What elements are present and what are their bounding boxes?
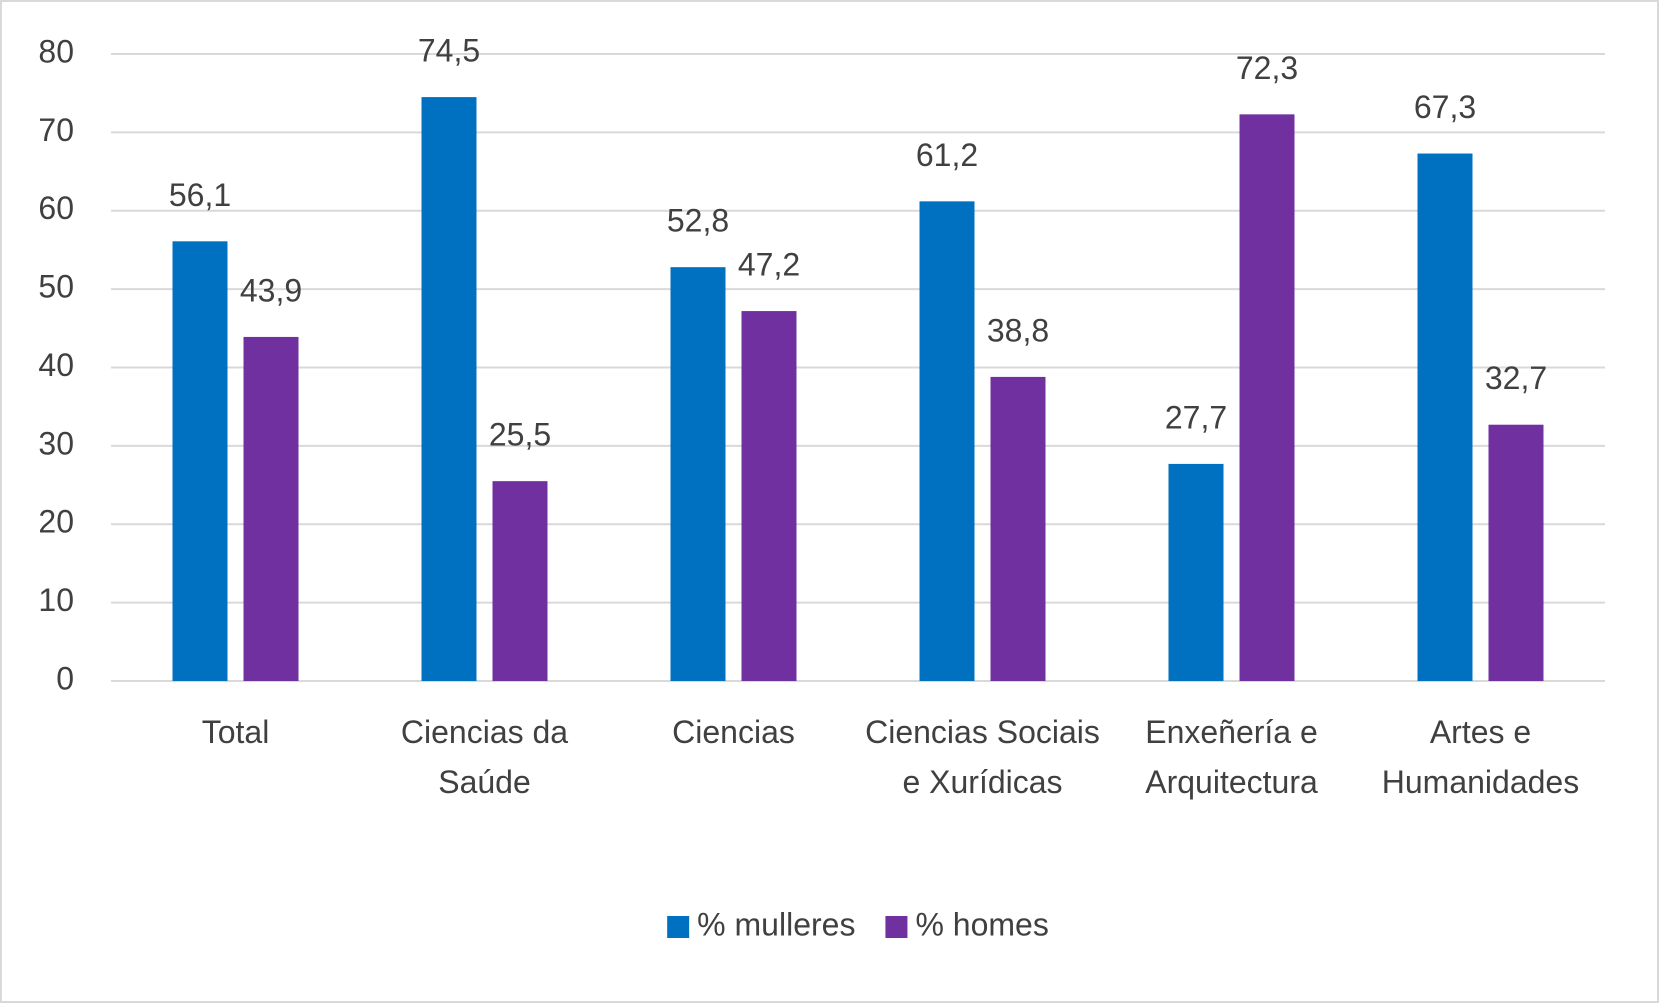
bar [172, 241, 228, 681]
data-label: 43,9 [240, 272, 302, 308]
y-tick-label: 40 [38, 347, 74, 383]
data-label: 74,5 [418, 33, 480, 69]
x-tick-label: Ciencias Sociais e Xurídicas [865, 714, 1100, 800]
data-label: 47,2 [738, 247, 800, 283]
x-tick-label: Artes e Humanidades [1382, 714, 1579, 800]
bar [421, 97, 477, 681]
y-tick-label: 0 [56, 660, 74, 696]
data-label: 56,1 [169, 177, 231, 213]
x-tick-label: Total [202, 714, 270, 750]
bar [1488, 424, 1544, 681]
y-tick-label: 30 [38, 425, 74, 461]
bar [243, 336, 299, 681]
legend-swatch [885, 916, 908, 938]
bar [990, 376, 1046, 681]
bar [741, 311, 797, 681]
legend-swatch [667, 916, 690, 938]
bar [919, 201, 975, 681]
legend-label: % mulleres [697, 906, 855, 942]
data-label: 32,7 [1485, 360, 1547, 396]
data-label: 38,8 [987, 312, 1049, 348]
y-tick-label: 20 [38, 504, 74, 540]
y-tick-label: 10 [38, 582, 74, 618]
data-label: 27,7 [1165, 399, 1227, 435]
data-label: 52,8 [667, 203, 729, 239]
legend-label: % homes [915, 906, 1048, 942]
bar [670, 267, 726, 681]
bar [1168, 463, 1224, 681]
bar [492, 481, 548, 681]
data-label: 72,3 [1236, 50, 1298, 86]
x-tick-label: Ciencias [672, 714, 795, 750]
bar [1417, 153, 1473, 681]
data-label: 25,5 [489, 417, 551, 453]
data-label: 61,2 [916, 137, 978, 173]
y-tick-label: 50 [38, 269, 74, 305]
x-tick-label: Ciencias da Saúde [401, 714, 568, 800]
bar [1239, 114, 1295, 681]
y-tick-label: 70 [38, 112, 74, 148]
y-tick-label: 60 [38, 190, 74, 226]
x-tick-label: Enxeñería e Arquitectura [1145, 714, 1318, 800]
data-label: 67,3 [1414, 89, 1476, 125]
y-tick-label: 80 [38, 33, 74, 69]
